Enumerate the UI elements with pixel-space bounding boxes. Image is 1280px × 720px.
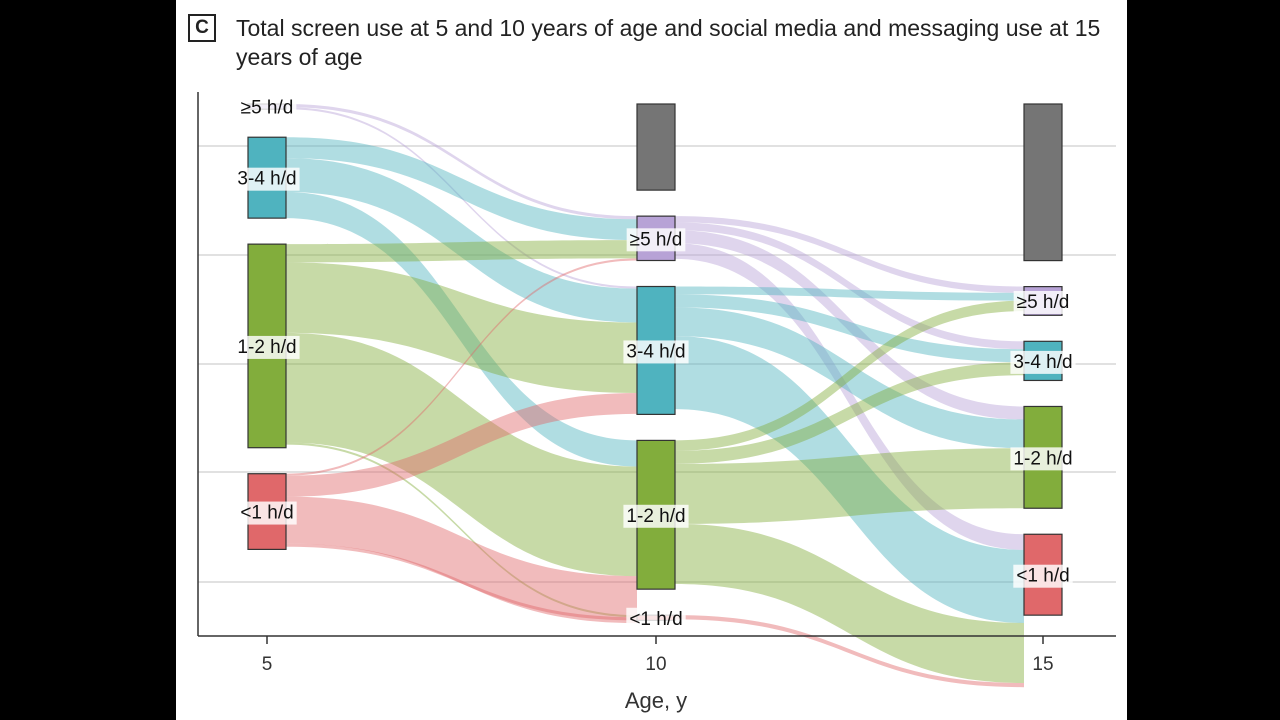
panel-label: C bbox=[188, 14, 216, 42]
node-15-missing bbox=[1023, 103, 1063, 262]
node-label-bg bbox=[623, 340, 689, 364]
x-axis-title: Age, y bbox=[625, 688, 687, 713]
node-label-bg bbox=[234, 167, 300, 191]
node-label-bg bbox=[1010, 350, 1076, 374]
flow-5-lt1hd-to-ge5hd bbox=[286, 258, 637, 476]
node-label-bg bbox=[626, 607, 686, 631]
node-10-missing bbox=[636, 103, 676, 191]
node-label-15-lt1hd: <1 h/d bbox=[1016, 566, 1069, 587]
flow-10-1-2hd-to-3-4hd bbox=[675, 362, 1024, 464]
flow-5-1-2hd-to-1-2hd bbox=[286, 332, 637, 577]
flow-5-3-4hd-to-1-2hd bbox=[286, 192, 637, 467]
flow-5-1-2hd-to-lt1hd bbox=[286, 442, 637, 618]
node-label-15-3-4hd: 3-4 h/d bbox=[1013, 352, 1072, 373]
node-label-5-1-2hd: 1-2 h/d bbox=[237, 337, 296, 358]
flow-5-lt1hd-to-lt1hd bbox=[286, 543, 637, 621]
node-label-5-ge5hd: ≥5 h/d bbox=[241, 98, 294, 119]
node-label-10-3-4hd: 3-4 h/d bbox=[626, 341, 685, 362]
flow-10-ge5hd-to-1-2hd bbox=[675, 230, 1024, 420]
flow-5-3-4hd-to-3-4hd bbox=[286, 158, 637, 323]
node-label-bg bbox=[237, 96, 297, 120]
chart-title: Total screen use at 5 and 10 years of ag… bbox=[236, 15, 1101, 70]
x-tick-label: 10 bbox=[645, 654, 666, 675]
node-label-15-ge5hd: ≥5 h/d bbox=[1017, 292, 1070, 313]
x-tick-label: 5 bbox=[262, 654, 273, 675]
flow-10-1-2hd-to-ge5hd bbox=[675, 300, 1024, 451]
node-label-bg bbox=[1013, 564, 1073, 588]
x-tick-label: 15 bbox=[1032, 654, 1053, 675]
flow-10-ge5hd-to-3-4hd bbox=[675, 222, 1024, 350]
flow-5-ge5hd-to-3-4hd bbox=[286, 107, 637, 289]
figure-panel: C Total screen use at 5 and 10 years of … bbox=[176, 0, 1127, 720]
node-label-bg bbox=[623, 504, 689, 528]
node-label-bg bbox=[626, 228, 686, 252]
node-label-15-1-2hd: 1-2 h/d bbox=[1013, 448, 1072, 469]
flow-group bbox=[286, 104, 1024, 688]
flow-5-ge5hd-to-ge5hd bbox=[286, 104, 637, 220]
sankey-chart: ≥5 h/d 3-4 h/d 1-2 h/d <1 h/d ≥5 h/d 3-4 h/d 1… bbox=[197, 92, 1116, 713]
flow-10-1-2hd-to-1-2hd bbox=[675, 448, 1024, 524]
flow-10-ge5hd-to-ge5hd bbox=[675, 216, 1024, 293]
node-label-10-1-2hd: 1-2 h/d bbox=[626, 506, 685, 527]
flow-5-3-4hd-to-ge5hd bbox=[286, 137, 637, 241]
flow-5-1-2hd-to-ge5hd bbox=[286, 240, 637, 263]
flow-10-3-4hd-to-1-2hd bbox=[675, 307, 1024, 449]
node-label-10-ge5hd: ≥5 h/d bbox=[630, 229, 683, 250]
flow-10-3-4hd-to-3-4hd bbox=[675, 294, 1024, 363]
node-label-bg bbox=[1010, 447, 1076, 471]
node-label-bg bbox=[234, 335, 300, 359]
flow-5-1-2hd-to-3-4hd bbox=[286, 262, 637, 393]
node-label-10-lt1hd: <1 h/d bbox=[629, 609, 682, 630]
flow-10-1-2hd-to-lt1hd bbox=[675, 523, 1024, 684]
flow-5-lt1hd-to-1-2hd bbox=[286, 496, 637, 624]
flow-5-lt1hd-to-3-4hd bbox=[286, 392, 637, 497]
node-label-5-lt1hd: <1 h/d bbox=[240, 503, 293, 524]
node-label-bg bbox=[1013, 290, 1073, 314]
node-label-bg bbox=[237, 501, 297, 525]
node-label-5-3-4hd: 3-4 h/d bbox=[237, 169, 296, 190]
flow-10-3-4hd-to-ge5hd bbox=[675, 286, 1024, 301]
flow-10-lt1hd-to-lt1hd bbox=[675, 615, 1024, 688]
flow-10-ge5hd-to-lt1hd bbox=[675, 243, 1024, 550]
flow-10-3-4hd-to-lt1hd bbox=[675, 336, 1024, 623]
